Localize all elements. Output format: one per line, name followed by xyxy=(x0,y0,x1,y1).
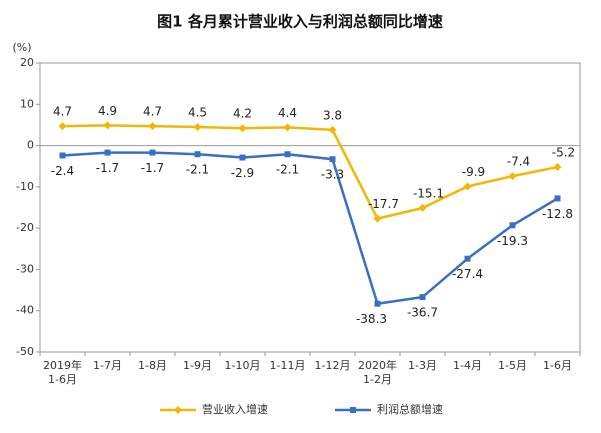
value-label: -36.7 xyxy=(407,306,438,320)
value-label: -2.4 xyxy=(51,164,74,178)
x-tick-label: 1-6月 xyxy=(543,359,572,372)
value-label: -27.4 xyxy=(452,267,483,281)
value-label: -3.3 xyxy=(321,168,344,182)
point xyxy=(58,122,67,131)
point xyxy=(329,156,336,163)
point xyxy=(174,406,182,414)
y-tick-label: 0 xyxy=(27,139,34,152)
x-tick-label: 1-4月 xyxy=(453,359,482,372)
point xyxy=(554,195,561,202)
value-label: 4.4 xyxy=(278,106,297,120)
x-tick-label: 1-6月 xyxy=(48,373,77,386)
point xyxy=(509,222,516,229)
value-label: 4.9 xyxy=(98,104,117,118)
point xyxy=(374,300,381,307)
value-label: -1.7 xyxy=(141,161,164,175)
value-label: -17.7 xyxy=(368,197,399,211)
x-tick-label: 1-5月 xyxy=(498,359,527,372)
x-tick-label: 1-7月 xyxy=(93,359,122,372)
point xyxy=(104,149,111,156)
value-label: -5.2 xyxy=(552,146,575,160)
y-tick-label: 20 xyxy=(20,56,34,69)
value-label: 3.8 xyxy=(323,108,342,122)
value-label: 4.7 xyxy=(53,105,72,119)
x-tick-label: 1-10月 xyxy=(225,359,261,372)
point xyxy=(328,125,337,134)
value-label: 4.7 xyxy=(143,105,162,119)
point xyxy=(103,121,112,130)
x-tick-label: 2020年 xyxy=(358,358,397,372)
x-tick-label: 1-8月 xyxy=(138,359,167,372)
value-label: -2.1 xyxy=(276,163,299,177)
value-label: -2.9 xyxy=(231,166,254,180)
value-label: -19.3 xyxy=(497,234,528,248)
y-tick-label: -50 xyxy=(16,345,34,358)
point xyxy=(463,182,472,191)
value-label: -1.7 xyxy=(96,161,119,175)
y-tick-label: -20 xyxy=(16,221,34,234)
y-tick-label: -30 xyxy=(16,262,34,275)
point xyxy=(508,172,517,181)
point xyxy=(350,407,356,413)
point xyxy=(419,294,426,301)
y-tick-label: -40 xyxy=(16,304,34,317)
value-label: -15.1 xyxy=(413,186,444,200)
point xyxy=(553,163,562,172)
point xyxy=(418,203,427,212)
point xyxy=(284,151,291,158)
point xyxy=(238,124,247,133)
series-line xyxy=(62,124,558,221)
value-label: 4.2 xyxy=(233,107,252,121)
plot-frame xyxy=(39,62,581,353)
point xyxy=(464,255,471,262)
value-label: -9.9 xyxy=(462,165,485,179)
point xyxy=(194,151,201,158)
point xyxy=(239,154,246,161)
value-label: 4.5 xyxy=(188,105,207,119)
value-label: -38.3 xyxy=(356,312,387,326)
value-label: -2.1 xyxy=(186,163,209,177)
point xyxy=(283,123,292,132)
point xyxy=(373,214,382,223)
x-tick-label: 1-12月 xyxy=(315,359,351,372)
value-label: -12.8 xyxy=(542,207,573,221)
x-tick-label: 1-2月 xyxy=(363,373,392,386)
point xyxy=(59,152,66,159)
legend-label: 营业收入增速 xyxy=(202,402,268,416)
point xyxy=(193,122,202,131)
y-unit: (%) xyxy=(12,41,31,54)
chart-title: 图1 各月累计营业收入与利润总额同比增速 xyxy=(157,13,443,31)
x-tick-label: 1-9月 xyxy=(183,359,212,372)
point xyxy=(149,149,156,156)
legend-label: 利润总额增速 xyxy=(377,402,443,416)
x-tick-label: 1-11月 xyxy=(270,359,306,372)
y-tick-label: 10 xyxy=(20,97,34,110)
x-tick-label: 2019年 xyxy=(43,358,82,372)
point xyxy=(148,122,157,131)
value-label: -7.4 xyxy=(507,155,530,169)
series-line xyxy=(62,151,559,306)
x-tick-label: 1-3月 xyxy=(408,359,437,372)
y-tick-label: -10 xyxy=(16,180,34,193)
